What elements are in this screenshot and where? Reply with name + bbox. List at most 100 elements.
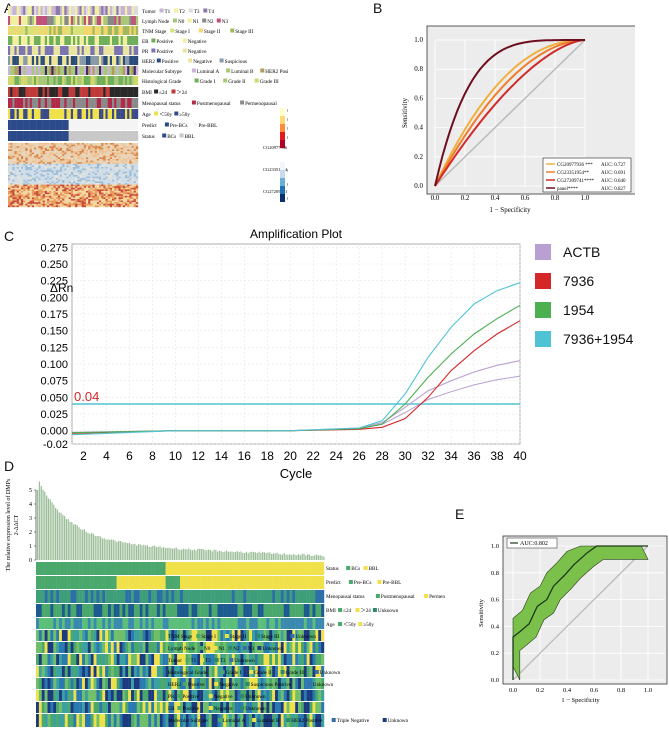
heatmap-a-annotation-cell [107, 66, 111, 75]
heatmap-a-gene-cell [64, 183, 67, 185]
heatmap-d-track-cell [36, 654, 40, 665]
heatmap-d-track-cell [188, 702, 192, 713]
heatmap-a-gene-cell [57, 173, 61, 176]
heatmap-a-legend-swatch [154, 111, 159, 116]
heatmap-a-gene-cell [86, 155, 89, 158]
heatmap-d-track-cell [194, 714, 198, 727]
heatmap-d-legend-swatch [256, 634, 261, 638]
heatmap-a-gene-cell [55, 197, 59, 200]
heatmap-a-gene-cell [88, 203, 91, 206]
heatmap-d-track-cell [211, 690, 215, 701]
heatmap-d-track-cell [70, 654, 74, 665]
heatmap-d-track-cell [84, 576, 89, 589]
barchart-d-bar [190, 549, 192, 560]
heatmap-a-gene-cell [73, 149, 76, 152]
heatmap-a-gene-cell [118, 155, 121, 158]
heatmap-a-gene-cell [42, 192, 46, 195]
heatmap-a-annotation-cell [77, 26, 80, 35]
barchart-d-bar [150, 546, 152, 560]
heatmap-a-gene-cell [44, 192, 48, 195]
heatmap-a-legend-level: Permenopausal [245, 101, 277, 107]
heatmap-a-gene-cell [53, 179, 56, 182]
heatmap-a-gene-cell [122, 171, 126, 174]
heatmap-d-track-cell [142, 604, 146, 617]
heatmap-a-gene-cell [53, 173, 56, 176]
heatmap-a-gene-cell [92, 160, 95, 163]
heatmap-a-gene-cell [66, 175, 69, 177]
heatmap-d-track-cell [168, 654, 172, 665]
heatmap-d-track-cell [243, 690, 247, 701]
heatmap-d-track-cell [50, 654, 54, 665]
heatmap-a-gene-cell [66, 194, 69, 196]
heatmap-a-gene-cell [60, 186, 63, 188]
heatmap-a-gene-cell [101, 146, 104, 148]
heatmap-d-legend-swatch [229, 658, 234, 662]
heatmap-a-annotation-cell [77, 120, 80, 130]
heatmap-a-annotation-cell [23, 36, 26, 45]
heatmap-a-gene-cell [25, 202, 28, 204]
heatmap-a-gene-cell [99, 171, 102, 174]
heatmap-a-gene-cell [120, 170, 124, 172]
heatmap-a-gene-cell [51, 167, 54, 169]
heatmap-d-track-cell [102, 702, 106, 713]
heatmap-a-annotation-cell [36, 66, 39, 75]
heatmap-a-gene-cell [86, 171, 89, 174]
heatmap-a-gene-cell [112, 189, 115, 192]
heatmap-d-legend-swatch [177, 706, 182, 710]
heatmap-d-track-cell [174, 562, 178, 575]
heatmap-a-gene-cell [90, 179, 93, 182]
heatmap-a-annotation-cell [27, 87, 30, 97]
heatmap-d-track-cell [47, 714, 51, 727]
heatmap-a-annotation-cell [68, 66, 72, 75]
heatmap-a-annotation-cell [34, 66, 37, 75]
heatmap-d-track-cell [283, 604, 287, 617]
barchart-d-bar [37, 490, 39, 560]
heatmap-d-track-cell [108, 562, 112, 575]
heatmap-d-track-cell [249, 714, 253, 727]
heatmap-a-legend-level: Positive [156, 49, 173, 55]
heatmap-d-track-cell [277, 590, 281, 603]
heatmap-a-annotation-cell [8, 120, 11, 130]
heatmap-d-track-cell [237, 714, 241, 727]
heatmap-a-annotation-cell [122, 120, 126, 130]
heatmap-d-track-cell [93, 562, 97, 575]
heatmap-a-annotation-cell [125, 131, 128, 141]
heatmap-a-gene-cell [57, 160, 61, 163]
heatmap-a-gene-cell [127, 163, 130, 166]
heatmap-a-gene-cell [49, 183, 52, 185]
heatmap-a-gene-cell [64, 165, 67, 168]
heatmap-a-gene-cell [79, 202, 82, 204]
heatmap-d-track-cell [90, 630, 94, 641]
heatmap-a-gene-cell [105, 200, 108, 203]
heatmap-a-gene-cell [131, 194, 134, 196]
barchart-d-bar [269, 552, 271, 560]
heatmap-d-track-cell [197, 666, 201, 677]
heatmap-a-annotation-cell [21, 66, 24, 75]
heatmap-a-annotation-cell [125, 26, 128, 35]
heatmap-d-track-cell [228, 604, 233, 617]
heatmap-a-legend-level: Luminal A [197, 69, 220, 75]
heatmap-a-annotation-cell [42, 131, 46, 141]
heatmap-d-track-cell [300, 642, 305, 653]
heatmap-a-gene-cell [55, 154, 59, 156]
heatmap-a-gene-cell [25, 173, 28, 176]
heatmap-a-gene-cell [112, 203, 115, 206]
barchart-d-bar [240, 551, 242, 560]
heatmap-d-track-cell [110, 666, 114, 677]
heatmap-a-gene-cell [79, 143, 82, 145]
heatmap-a-gene-cell [99, 181, 102, 184]
heatmap-d-legend-swatch [249, 670, 254, 674]
heatmap-a-gene-cell [107, 199, 111, 201]
heatmap-a-annotation-cell [107, 36, 111, 45]
heatmap-d-legend-swatch [228, 646, 233, 650]
heatmap-a-gene-cell [40, 197, 43, 200]
heatmap-a-gene-cell [135, 157, 139, 160]
heatmap-a-gene-cell [109, 191, 113, 193]
heatmap-a-gene-cell [70, 154, 74, 156]
heatmap-a-gene-cell [25, 171, 28, 174]
heatmap-d-track-cell [142, 642, 146, 653]
heatmap-d-track-cell [79, 642, 83, 653]
heatmap-d-track-cell [84, 654, 89, 665]
barchart-d-bar [251, 551, 253, 560]
heatmap-a-annotation-cell [29, 131, 33, 141]
